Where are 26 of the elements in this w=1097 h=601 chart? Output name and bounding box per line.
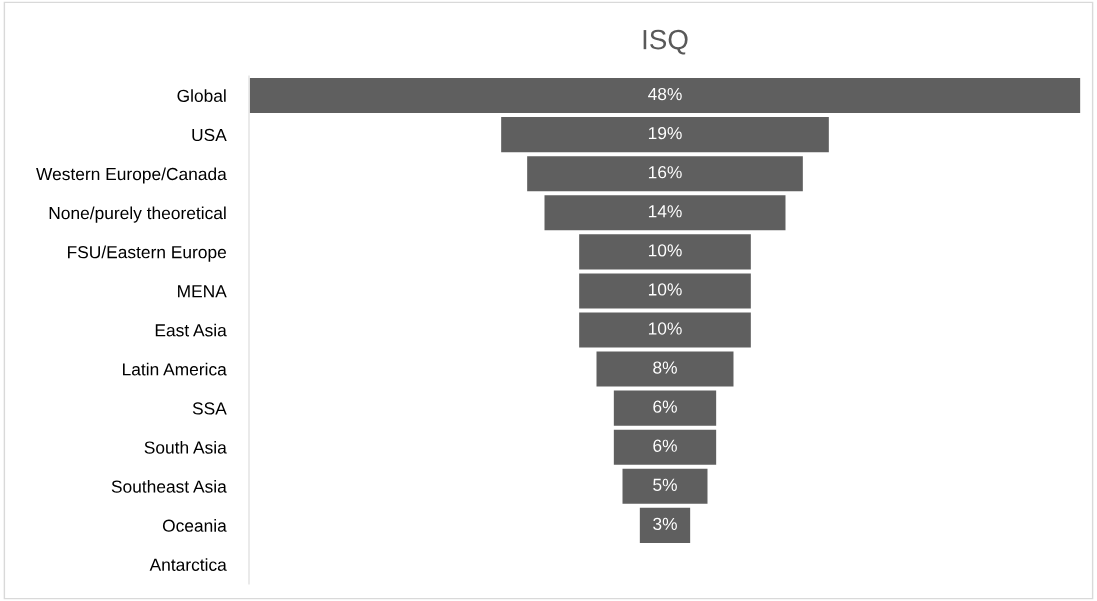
data-label: 8% <box>653 361 677 374</box>
data-label: 19% <box>648 126 682 140</box>
data-label: 6% <box>653 439 677 452</box>
data-label: 14% <box>648 205 682 218</box>
category-label: SSA <box>192 402 227 415</box>
data-label: 6% <box>653 400 677 413</box>
data-label: 48% <box>648 87 682 101</box>
category-label: Antarctica <box>149 558 227 571</box>
data-label: 10% <box>648 283 682 296</box>
category-label: East Asia <box>155 323 227 337</box>
data-label: 10% <box>648 244 682 257</box>
data-label: 16% <box>648 166 682 179</box>
category-label: MENA <box>178 285 227 298</box>
category-label: FSU/Eastern Europe <box>68 245 227 262</box>
data-label: 10% <box>648 322 682 335</box>
data-label: 3% <box>653 517 677 531</box>
category-label: Western Europe/Canada <box>36 167 227 184</box>
text: ISQ <box>643 29 688 55</box>
category-label: Global <box>177 89 226 102</box>
category-label: None/purely theoretical <box>49 206 226 223</box>
category-label: Oceania <box>162 519 227 532</box>
category-label: USA <box>192 128 227 142</box>
category-label: Southeast Asia <box>111 480 227 493</box>
category-label: Latin America <box>123 362 227 376</box>
data-label: 5% <box>653 478 677 491</box>
category-label: South Asia <box>144 440 227 454</box>
